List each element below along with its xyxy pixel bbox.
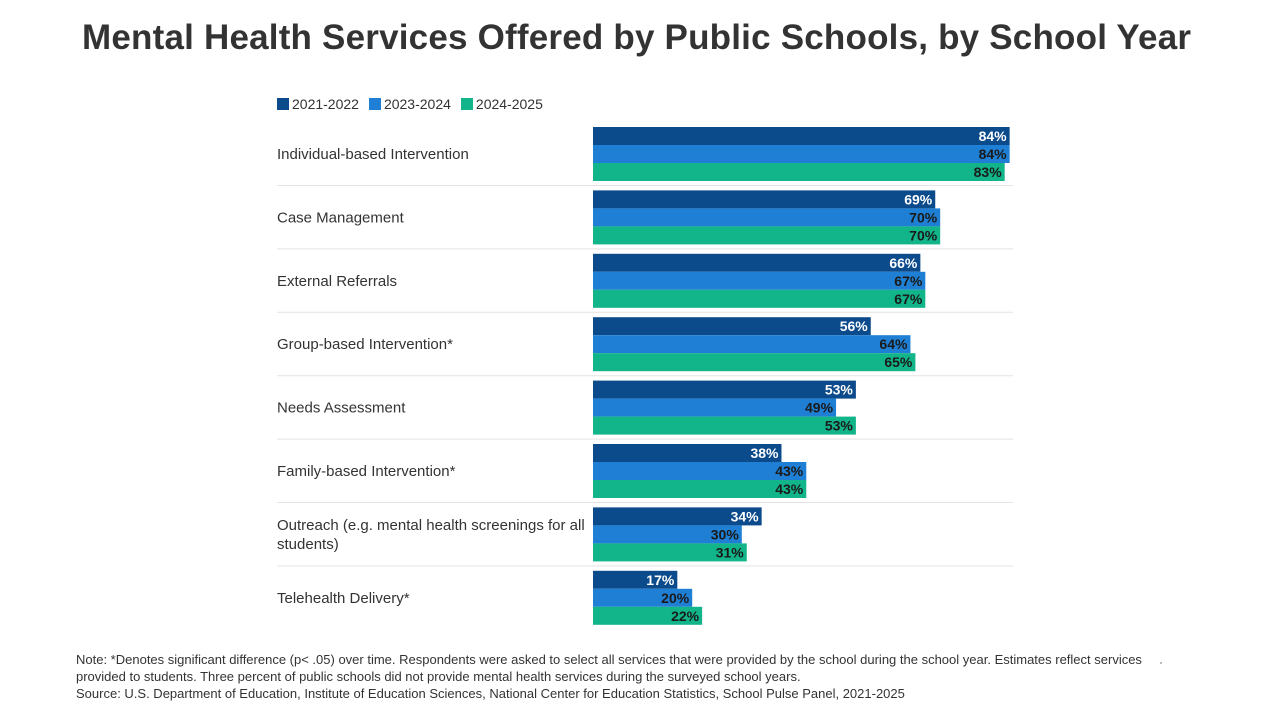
bar-case-management-2023-2024 bbox=[593, 208, 941, 227]
bar-group-based-intervention-2021-2022 bbox=[593, 317, 871, 336]
legend-item-2023-2024: 2023-2024 bbox=[368, 96, 451, 112]
value-label-individual-based-intervention-2023-2024: 84% bbox=[979, 146, 1008, 162]
legend-swatch-2024-2025 bbox=[460, 98, 473, 110]
legend-label-2023-2024: 2023-2024 bbox=[383, 96, 451, 112]
bar-case-management-2021-2022 bbox=[593, 190, 936, 209]
bar-case-management-2024-2025 bbox=[593, 226, 941, 245]
bar-external-referrals-2023-2024 bbox=[593, 271, 926, 290]
value-label-individual-based-intervention-2021-2022: 84% bbox=[979, 128, 1008, 144]
value-label-external-referrals-2021-2022: 66% bbox=[889, 255, 918, 271]
value-label-group-based-intervention-2023-2024: 64% bbox=[879, 336, 908, 352]
bar-individual-based-intervention-2024-2025 bbox=[593, 163, 1005, 181]
category-label-telehealth-delivery: Telehealth Delivery* bbox=[277, 590, 410, 607]
value-label-needs-assessment-2023-2024: 49% bbox=[805, 400, 834, 416]
footnote: Note: *Denotes significant difference (p… bbox=[76, 651, 1166, 702]
bar-external-referrals-2021-2022 bbox=[593, 253, 921, 272]
value-label-needs-assessment-2024-2025: 53% bbox=[825, 418, 854, 434]
category-label-case-management: Case Management bbox=[277, 209, 405, 226]
source-text: Source: U.S. Department of Education, In… bbox=[76, 686, 905, 701]
value-label-family-based-intervention-2024-2025: 43% bbox=[775, 481, 804, 497]
value-label-group-based-intervention-2021-2022: 56% bbox=[840, 318, 869, 334]
decorative-dot bbox=[1160, 662, 1162, 664]
bar-family-based-intervention-2023-2024 bbox=[593, 462, 807, 480]
value-label-telehealth-delivery-2023-2024: 20% bbox=[661, 590, 690, 606]
legend-swatch-2021-2022 bbox=[277, 98, 289, 110]
legend-item-2021-2022: 2021-2022 bbox=[277, 96, 359, 112]
value-label-telehealth-delivery-2021-2022: 17% bbox=[646, 572, 675, 588]
bar-needs-assessment-2023-2024 bbox=[593, 398, 837, 417]
value-label-family-based-intervention-2021-2022: 38% bbox=[750, 445, 779, 461]
value-label-needs-assessment-2021-2022: 53% bbox=[825, 382, 854, 398]
category-label-family-based-intervention: Family-based Intervention* bbox=[277, 463, 456, 480]
value-label-external-referrals-2023-2024: 67% bbox=[894, 273, 923, 289]
category-label-group-based-intervention: Group-based Intervention* bbox=[277, 336, 453, 353]
bar-individual-based-intervention-2021-2022 bbox=[593, 127, 1010, 145]
bar-group-based-intervention-2023-2024 bbox=[593, 335, 911, 354]
category-label-individual-based-intervention: Individual-based Intervention bbox=[277, 146, 469, 163]
value-label-family-based-intervention-2023-2024: 43% bbox=[775, 463, 804, 479]
bar-outreach-e-g-mental-health-screenings-for-all-students-2023-2024 bbox=[593, 525, 742, 544]
legend-item-2024-2025: 2024-2025 bbox=[460, 96, 543, 112]
bar-needs-assessment-2021-2022 bbox=[593, 380, 856, 399]
bar-outreach-e-g-mental-health-screenings-for-all-students-2021-2022 bbox=[593, 507, 762, 526]
category-label-external-referrals: External Referrals bbox=[277, 273, 397, 290]
legend: 2021-2022 2023-2024 2024-2025 bbox=[277, 96, 543, 112]
value-label-external-referrals-2024-2025: 67% bbox=[894, 291, 923, 307]
value-label-outreach-e-g-mental-health-screenings-for-all-students-2023-2024: 30% bbox=[711, 526, 740, 542]
value-label-individual-based-intervention-2024-2025: 83% bbox=[974, 164, 1003, 180]
legend-label-2024-2025: 2024-2025 bbox=[475, 96, 543, 112]
note-text: Note: *Denotes significant difference (p… bbox=[76, 652, 1142, 684]
bar-telehealth-delivery-2023-2024 bbox=[593, 588, 693, 607]
bar-telehealth-delivery-2021-2022 bbox=[593, 570, 678, 589]
value-label-outreach-e-g-mental-health-screenings-for-all-students-2021-2022: 34% bbox=[731, 508, 760, 524]
bar-individual-based-intervention-2023-2024 bbox=[593, 145, 1010, 163]
bar-family-based-intervention-2024-2025 bbox=[593, 480, 807, 498]
value-label-case-management-2021-2022: 69% bbox=[904, 191, 933, 207]
bar-group-based-intervention-2024-2025 bbox=[593, 353, 916, 372]
value-label-group-based-intervention-2024-2025: 65% bbox=[884, 354, 913, 370]
legend-swatch-2023-2024 bbox=[368, 98, 381, 110]
category-label-outreach-e-g-mental-health-screenings-for-all-students: Outreach (e.g. mental health screenings … bbox=[277, 517, 585, 553]
chart-title: Mental Health Services Offered by Public… bbox=[82, 18, 1192, 57]
bar-needs-assessment-2024-2025 bbox=[593, 416, 856, 435]
value-label-case-management-2023-2024: 70% bbox=[909, 209, 938, 225]
value-label-case-management-2024-2025: 70% bbox=[909, 227, 938, 243]
bar-telehealth-delivery-2024-2025 bbox=[593, 606, 703, 625]
value-label-telehealth-delivery-2024-2025: 22% bbox=[671, 608, 700, 624]
value-label-outreach-e-g-mental-health-screenings-for-all-students-2024-2025: 31% bbox=[716, 544, 745, 560]
bar-external-referrals-2024-2025 bbox=[593, 289, 926, 308]
bar-family-based-intervention-2021-2022 bbox=[593, 444, 782, 462]
bar-outreach-e-g-mental-health-screenings-for-all-students-2024-2025 bbox=[593, 543, 747, 562]
legend-label-2021-2022: 2021-2022 bbox=[292, 96, 359, 112]
category-label-needs-assessment: Needs Assessment bbox=[277, 400, 406, 417]
